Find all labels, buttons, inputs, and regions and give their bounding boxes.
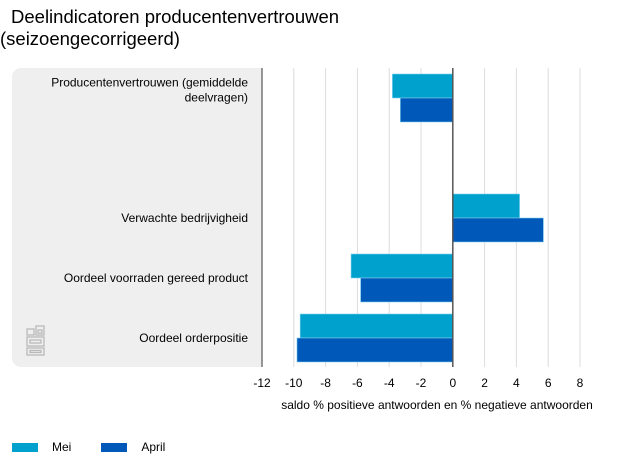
legend-label-mei: Mei <box>52 440 72 454</box>
category-label: Verwachte bedrijvigheid <box>121 211 248 225</box>
x-tick-label: 6 <box>545 376 552 390</box>
x-tick-label: -8 <box>320 376 331 390</box>
cbs-logo-icon <box>26 325 45 356</box>
x-tick-label: -2 <box>416 376 427 390</box>
x-tick-labels: -12 -10 -8 -6 -4 -2 0 2 4 6 8 <box>253 376 583 390</box>
axes <box>261 68 454 367</box>
category-label: Oordeel orderpositie <box>139 331 248 345</box>
chart-title-block: Deelindicatoren producentenvertrouwen (s… <box>0 6 339 50</box>
category-panel <box>12 68 262 367</box>
bar-april[interactable] <box>296 337 454 363</box>
legend: Mei April <box>12 440 195 454</box>
chart-title: Deelindicatoren producentenvertrouwen <box>11 6 340 27</box>
x-tick-label: 2 <box>481 376 488 390</box>
bars <box>296 73 544 363</box>
bar-mei[interactable] <box>350 253 454 279</box>
category-label: deelvragen) <box>185 91 248 105</box>
category-labels: Producentenvertrouwen (gemiddeldedeelvra… <box>51 76 248 346</box>
x-tick-label: -4 <box>384 376 395 390</box>
x-tick-label: -6 <box>352 376 363 390</box>
bar-mei[interactable] <box>392 73 454 99</box>
bar-april[interactable] <box>452 217 544 243</box>
x-tick-label: -10 <box>285 376 303 390</box>
x-tick-label: 0 <box>449 376 456 390</box>
legend-label-april: April <box>141 440 166 454</box>
chart-subtitle: (seizoengecorrigeerd) <box>0 28 180 49</box>
bar-mei[interactable] <box>452 193 520 219</box>
bar-april[interactable] <box>400 97 454 123</box>
x-tick-label: 8 <box>577 376 584 390</box>
x-tick-label: 4 <box>513 376 520 390</box>
legend-item-april[interactable]: April <box>101 440 165 454</box>
category-label: Producentenvertrouwen (gemiddelde <box>51 76 248 90</box>
legend-item-mei[interactable]: Mei <box>12 440 71 454</box>
category-label: Oordeel voorraden gereed product <box>64 271 249 285</box>
bar-mei[interactable] <box>299 313 454 339</box>
bar-april[interactable] <box>360 277 454 303</box>
x-tick-label: -12 <box>253 376 271 390</box>
legend-swatch-mei <box>12 442 38 452</box>
x-axis-title: saldo % positieve antwoorden en % negati… <box>281 398 593 412</box>
legend-swatch-april <box>101 442 128 452</box>
